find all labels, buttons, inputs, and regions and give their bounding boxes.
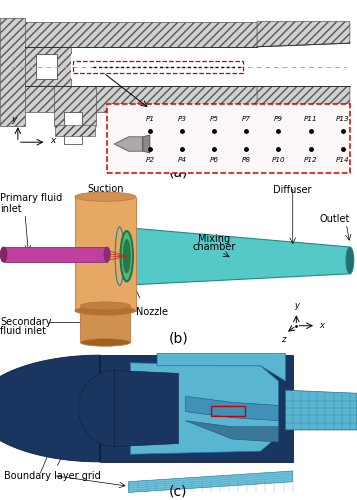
Text: P11: P11: [304, 116, 317, 122]
Polygon shape: [4, 247, 107, 262]
Text: Secondary: Secondary: [0, 318, 51, 328]
Text: Suction: Suction: [87, 184, 124, 194]
Polygon shape: [80, 306, 130, 343]
Polygon shape: [186, 396, 278, 420]
Bar: [0, 18, 25, 126]
Bar: [54, 86, 96, 126]
Text: chamber: chamber: [84, 192, 127, 202]
Text: (b): (b): [169, 332, 188, 346]
Text: y: y: [294, 301, 299, 310]
Bar: [55, 125, 95, 136]
Text: P6: P6: [210, 156, 219, 162]
Polygon shape: [75, 196, 136, 310]
Text: P4: P4: [177, 156, 187, 162]
Ellipse shape: [80, 338, 130, 346]
Text: Mixing: Mixing: [198, 234, 230, 243]
Polygon shape: [157, 354, 286, 381]
Text: P7: P7: [242, 116, 251, 122]
Bar: [36, 54, 57, 79]
Polygon shape: [186, 420, 278, 442]
Text: P13: P13: [336, 116, 350, 122]
Text: P2: P2: [145, 156, 155, 162]
Polygon shape: [0, 355, 100, 462]
Polygon shape: [129, 471, 293, 492]
Polygon shape: [79, 370, 114, 446]
Bar: [25, 47, 71, 86]
Bar: [71, 54, 257, 79]
Text: (c): (c): [169, 484, 188, 498]
Polygon shape: [114, 370, 178, 446]
Text: Boundary layer grid: Boundary layer grid: [4, 442, 100, 480]
Text: P1: P1: [145, 116, 155, 122]
Text: x: x: [51, 136, 56, 145]
FancyBboxPatch shape: [107, 104, 350, 173]
Text: x: x: [320, 321, 325, 330]
Text: chamber: chamber: [192, 242, 236, 252]
Bar: [64, 112, 82, 144]
Text: Primary fluid: Primary fluid: [0, 194, 62, 203]
Bar: [7, 22, 257, 47]
Text: P5: P5: [210, 116, 219, 122]
Polygon shape: [118, 227, 350, 286]
Polygon shape: [286, 390, 357, 430]
Text: (a): (a): [169, 165, 188, 179]
Text: z: z: [281, 336, 285, 344]
Text: P8: P8: [242, 156, 251, 162]
Ellipse shape: [104, 247, 110, 262]
Ellipse shape: [75, 306, 136, 316]
Text: y: y: [11, 114, 17, 124]
Polygon shape: [143, 135, 150, 153]
Bar: [100, 355, 293, 462]
Text: P10: P10: [272, 156, 285, 162]
Ellipse shape: [123, 240, 130, 273]
Polygon shape: [257, 22, 350, 47]
Text: fluid inlet: fluid inlet: [0, 326, 46, 336]
Polygon shape: [257, 86, 350, 112]
Text: P9: P9: [274, 116, 283, 122]
Text: P12: P12: [304, 156, 317, 162]
Polygon shape: [114, 137, 143, 151]
Polygon shape: [130, 363, 278, 454]
Text: P3: P3: [177, 116, 187, 122]
Bar: [7, 86, 257, 112]
Text: P14: P14: [336, 156, 350, 162]
Text: Outlet: Outlet: [320, 214, 350, 224]
Text: Diffuser: Diffuser: [273, 185, 312, 195]
Ellipse shape: [75, 192, 136, 202]
Bar: [52, 379, 87, 432]
Ellipse shape: [0, 247, 7, 262]
Ellipse shape: [80, 302, 130, 310]
Bar: [7, 47, 350, 86]
Polygon shape: [4, 380, 59, 430]
Ellipse shape: [121, 231, 133, 281]
Ellipse shape: [346, 247, 354, 274]
Text: Nozzle: Nozzle: [136, 308, 168, 318]
Text: inlet: inlet: [0, 204, 22, 214]
